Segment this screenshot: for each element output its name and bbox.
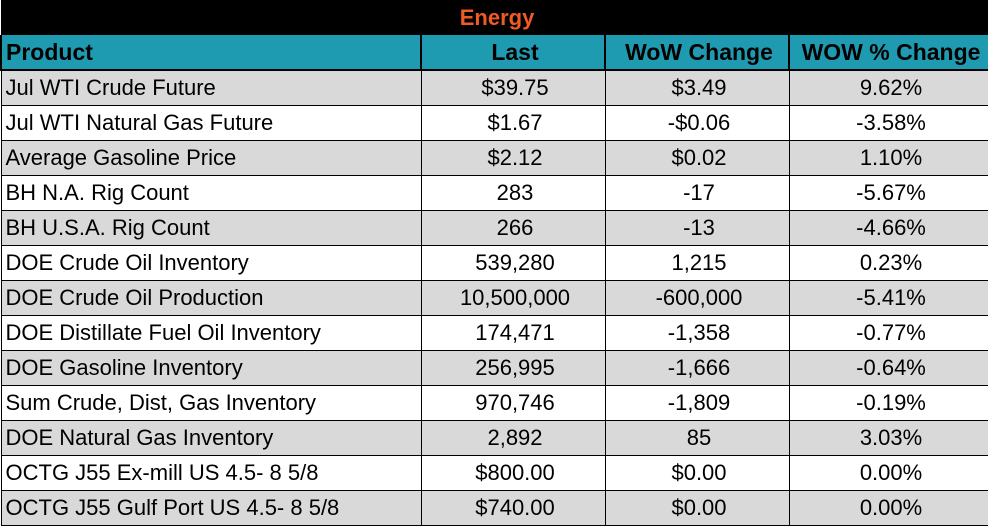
- cell-wow-change: -1,809: [605, 385, 790, 421]
- table-row: DOE Crude Oil Inventory 539,280 1,215 0.23%: [0, 245, 988, 281]
- cell-wow-change: -17: [605, 175, 790, 211]
- cell-wow-pct-change: -0.64%: [789, 350, 988, 386]
- cell-last: 266: [421, 210, 606, 246]
- table-row: BH N.A. Rig Count 283 -17 -5.67%: [0, 175, 988, 211]
- table-row: OCTG J55 Ex-mill US 4.5- 8 5/8 $800.00 $0.…: [0, 455, 988, 491]
- table-row: DOE Gasoline Inventory 256,995 -1,666 -0.64…: [0, 350, 988, 386]
- cell-wow-change: -13: [605, 210, 790, 246]
- cell-wow-pct-change: -0.77%: [789, 315, 988, 351]
- table-row: Average Gasoline Price $2.12 $0.02 1.10%: [0, 140, 988, 176]
- cell-wow-change: -$0.06: [605, 105, 790, 141]
- cell-last: $39.75: [421, 70, 606, 106]
- cell-product: Jul WTI Crude Future: [0, 70, 422, 106]
- cell-last: $800.00: [421, 455, 606, 491]
- cell-wow-change: 85: [605, 420, 790, 456]
- cell-product: BH N.A. Rig Count: [0, 175, 422, 211]
- cell-last: $2.12: [421, 140, 606, 176]
- cell-product: Jul WTI Natural Gas Future: [0, 105, 422, 141]
- table-row: Jul WTI Crude Future $39.75 $3.49 9.62%: [0, 70, 988, 106]
- table-row: DOE Distillate Fuel Oil Inventory 174,471…: [0, 315, 988, 351]
- cell-wow-change: $0.00: [605, 490, 790, 526]
- cell-last: $740.00: [421, 490, 606, 526]
- cell-wow-change: 1,215: [605, 245, 790, 281]
- cell-last: 283: [421, 175, 606, 211]
- column-header-wow-change: WoW Change: [605, 35, 790, 71]
- column-header-last: Last: [421, 35, 606, 71]
- cell-wow-change: -1,666: [605, 350, 790, 386]
- cell-wow-change: $3.49: [605, 70, 790, 106]
- column-header-wow-pct-change: WOW % Change: [789, 35, 988, 71]
- table-row: DOE Natural Gas Inventory 2,892 85 3.03%: [0, 420, 988, 456]
- cell-wow-change: $0.00: [605, 455, 790, 491]
- cell-product: DOE Gasoline Inventory: [0, 350, 422, 386]
- table-title: Energy: [1, 0, 988, 35]
- cell-wow-change: $0.02: [605, 140, 790, 176]
- cell-product: DOE Natural Gas Inventory: [0, 420, 422, 456]
- table-header-row: Product Last WoW Change WOW % Change: [0, 35, 988, 71]
- table-body: Jul WTI Crude Future $39.75 $3.49 9.62% Jul …: [0, 70, 988, 526]
- cell-last: 256,995: [421, 350, 606, 386]
- cell-last: 970,746: [421, 385, 606, 421]
- table-title-row: Energy: [1, 0, 988, 35]
- cell-product: DOE Crude Oil Inventory: [0, 245, 422, 281]
- cell-last: 539,280: [421, 245, 606, 281]
- cell-last: $1.67: [421, 105, 606, 141]
- cell-wow-pct-change: -4.66%: [789, 210, 988, 246]
- cell-wow-pct-change: 3.03%: [789, 420, 988, 456]
- cell-wow-pct-change: 0.00%: [789, 490, 988, 526]
- cell-wow-pct-change: 1.10%: [789, 140, 988, 176]
- cell-product: OCTG J55 Ex-mill US 4.5- 8 5/8: [0, 455, 422, 491]
- table-row: DOE Crude Oil Production 10,500,000 -600,0…: [0, 280, 988, 316]
- table-row: BH U.S.A. Rig Count 266 -13 -4.66%: [0, 210, 988, 246]
- cell-product: DOE Distillate Fuel Oil Inventory: [0, 315, 422, 351]
- cell-last: 2,892: [421, 420, 606, 456]
- cell-wow-pct-change: -0.19%: [789, 385, 988, 421]
- cell-product: BH U.S.A. Rig Count: [0, 210, 422, 246]
- cell-wow-change: -600,000: [605, 280, 790, 316]
- cell-product: Average Gasoline Price: [0, 140, 422, 176]
- cell-product: OCTG J55 Gulf Port US 4.5- 8 5/8: [0, 490, 422, 526]
- table-row: OCTG J55 Gulf Port US 4.5- 8 5/8 $740.00 $…: [0, 490, 988, 526]
- cell-wow-pct-change: 9.62%: [789, 70, 988, 106]
- cell-wow-pct-change: -3.58%: [789, 105, 988, 141]
- cell-wow-pct-change: -5.67%: [789, 175, 988, 211]
- cell-wow-pct-change: -5.41%: [789, 280, 988, 316]
- column-header-product: Product: [0, 35, 422, 71]
- cell-last: 10,500,000: [421, 280, 606, 316]
- cell-wow-pct-change: 0.23%: [789, 245, 988, 281]
- table-row: Sum Crude, Dist, Gas Inventory 970,746 -1,…: [0, 385, 988, 421]
- cell-product: DOE Crude Oil Production: [0, 280, 422, 316]
- table-row: Jul WTI Natural Gas Future $1.67 -$0.06 -3.…: [0, 105, 988, 141]
- cell-wow-change: -1,358: [605, 315, 790, 351]
- cell-wow-pct-change: 0.00%: [789, 455, 988, 491]
- cell-product: Sum Crude, Dist, Gas Inventory: [0, 385, 422, 421]
- cell-last: 174,471: [421, 315, 606, 351]
